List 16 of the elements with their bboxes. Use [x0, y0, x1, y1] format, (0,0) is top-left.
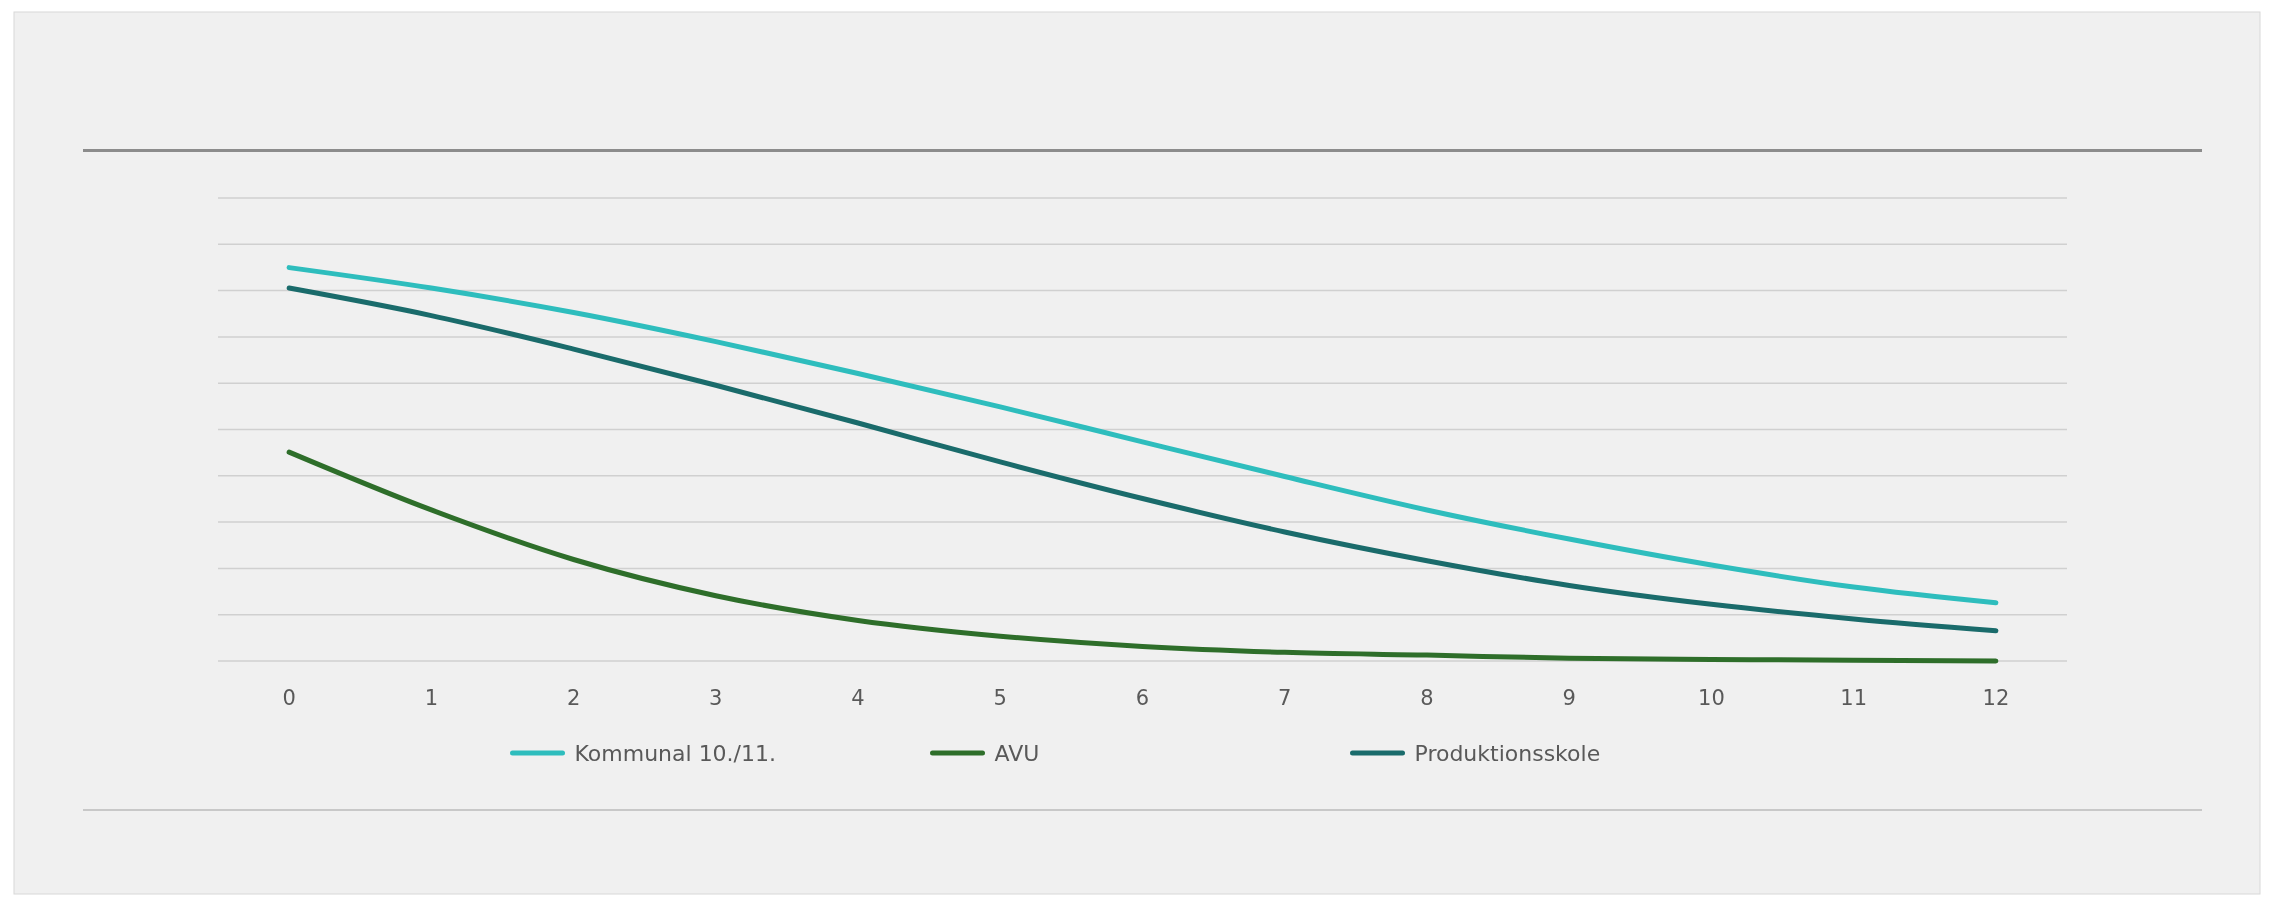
x-tick-label: 9 [1562, 686, 1576, 710]
x-tick-label: 3 [709, 686, 723, 710]
x-tick-label: 8 [1420, 686, 1434, 710]
x-tick-label: 1 [424, 686, 439, 710]
x-tick-label: 12 [1982, 686, 2010, 710]
x-tick-label: 10 [1698, 686, 1725, 710]
x-tick-label: 6 [1135, 686, 1150, 710]
x-tick-label: 11 [1840, 686, 1868, 710]
x-tick-label: 2 [566, 686, 581, 710]
x-tick-label: 7 [1278, 686, 1292, 710]
x-tick-label: 4 [851, 686, 865, 710]
x-tick-label: 5 [993, 686, 1007, 710]
x-tick-label: 0 [282, 686, 296, 710]
legend-label: AVU [994, 741, 1040, 766]
legend-label: Kommunal 10./11. [574, 741, 777, 766]
legend-label: Produktionsskole [1414, 741, 1601, 766]
